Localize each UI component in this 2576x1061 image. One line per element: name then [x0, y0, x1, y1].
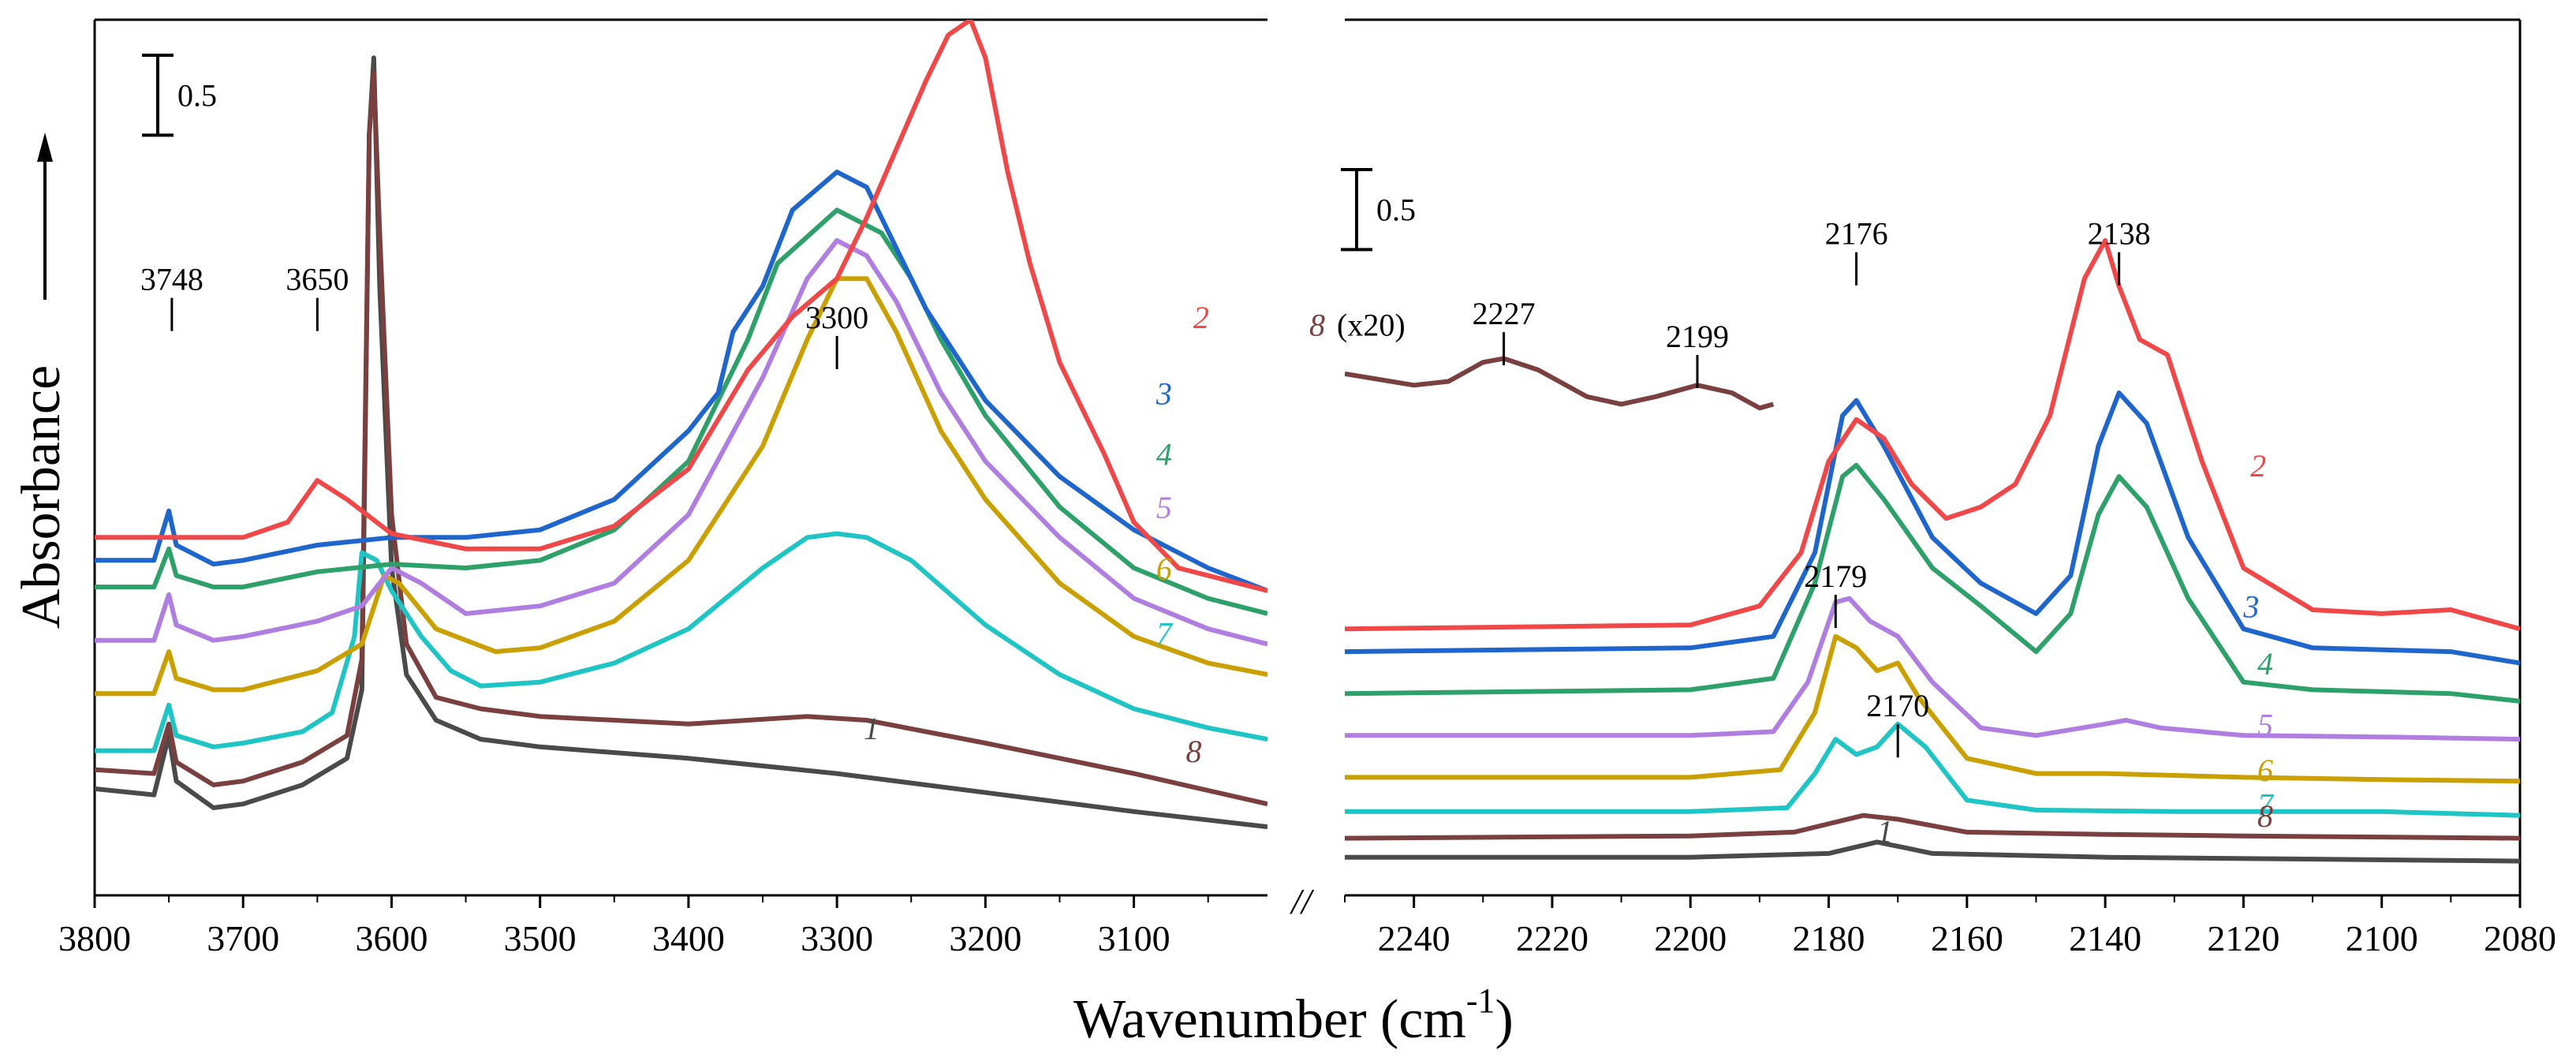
x-axis-title-close: ) — [1495, 989, 1514, 1050]
series-6-label: 6 — [2257, 753, 2273, 788]
x-tick-label: 3700 — [207, 918, 279, 958]
series-6-line — [1345, 633, 2520, 784]
x-tick-label: 2100 — [2346, 918, 2418, 958]
series-7-line — [95, 531, 1267, 753]
peak-label: 2199 — [1666, 319, 1729, 354]
series-2-line — [1345, 237, 2520, 632]
series-4-label: 4 — [2257, 646, 2273, 682]
series-8-label: 8 — [1185, 734, 1201, 769]
series-1-label: 1 — [864, 711, 879, 746]
x-tick-label: 3800 — [58, 918, 131, 958]
scale-bar-label: 0.5 — [1376, 192, 1416, 228]
x-tick-label: 2240 — [1378, 918, 1450, 958]
inset-scale-label: (x20) — [1337, 308, 1406, 343]
series-1-line — [1345, 839, 2520, 864]
series-6-label: 6 — [1156, 551, 1172, 586]
peak-label: 3650 — [286, 262, 349, 297]
panel-oh-region: 3800 3700 3600 3500 3400 3300 3200 3100 0.5 1 2 3 4 5… — [58, 18, 1267, 958]
series-7-label: 7 — [2257, 787, 2275, 823]
x-axis-title-sup: -1 — [1466, 981, 1495, 1020]
series-4-label: 4 — [1156, 437, 1172, 473]
series-5-label: 5 — [2257, 707, 2273, 742]
series-8-line — [1345, 813, 2520, 841]
x-tick-label: 3600 — [355, 918, 427, 958]
x-tick-label: 2200 — [1654, 918, 1727, 958]
y-axis-title: Absorbance — [11, 365, 72, 629]
peak-label: 3300 — [805, 300, 868, 335]
series-2-label: 2 — [2250, 448, 2266, 484]
panel-co-region: 2240 2220 2200 2180 2160 2140 2120 2100 2080 0.5 1… — [1309, 18, 2556, 958]
series-4-line — [1345, 462, 2520, 704]
peak-label: 2176 — [1825, 216, 1888, 252]
series-8-x20-line — [1345, 356, 1775, 411]
series-1-label: 1 — [1877, 813, 1893, 849]
series-8-line — [95, 70, 1267, 807]
y-axis-arrow — [37, 133, 53, 300]
series-4-line — [95, 207, 1267, 616]
scale-bar: 0.5 — [142, 54, 217, 137]
peak-label: 3748 — [140, 262, 203, 297]
x-tick-label: 3200 — [949, 918, 1021, 958]
series-1-line — [95, 55, 1267, 830]
peak-label: 2170 — [1866, 688, 1929, 723]
x-tick-label: 2120 — [2207, 918, 2279, 958]
peak-label: 2138 — [2088, 216, 2151, 252]
x-tick-label: 2180 — [1793, 918, 1865, 958]
inset-series-8-label: 8 — [1309, 308, 1325, 343]
series-3-label: 3 — [2242, 589, 2259, 625]
series-8-label: 8 — [2257, 798, 2273, 834]
x-tick-label: 2140 — [2069, 918, 2141, 958]
x-tick-label: 2220 — [1516, 918, 1589, 958]
series-2-label: 2 — [1193, 300, 1209, 335]
series-5-line — [1345, 596, 2520, 742]
peak-label: 2227 — [1473, 296, 1536, 331]
scale-bar: 0.5 — [1341, 168, 1416, 252]
peak-label: 2179 — [1804, 559, 1867, 594]
series-6-line — [95, 276, 1267, 697]
series-7-line — [1345, 721, 2520, 818]
series-3-label: 3 — [1155, 375, 1172, 411]
x-tick-label: 3300 — [801, 918, 873, 958]
series-3-line — [95, 170, 1267, 593]
x-tick-label: 3400 — [652, 918, 725, 958]
x-tick-label: 3500 — [504, 918, 577, 958]
x-tick-label: 2080 — [2484, 918, 2556, 958]
series-3-line — [1345, 390, 2520, 666]
x-axis-title-main: Wavenumber (cm — [1073, 989, 1466, 1050]
x-tick-label: 2160 — [1931, 918, 2003, 958]
x-axis-title: Wavenumber (cm-1) — [1073, 981, 1514, 1050]
series-7-label: 7 — [1156, 615, 1174, 651]
x-tick-label: 3100 — [1098, 918, 1170, 958]
series-5-line — [95, 237, 1267, 647]
axis-break-mark: // — [1289, 881, 1315, 921]
scale-bar-label: 0.5 — [177, 78, 217, 114]
series-5-label: 5 — [1156, 490, 1172, 525]
series-2-line — [95, 20, 1267, 593]
